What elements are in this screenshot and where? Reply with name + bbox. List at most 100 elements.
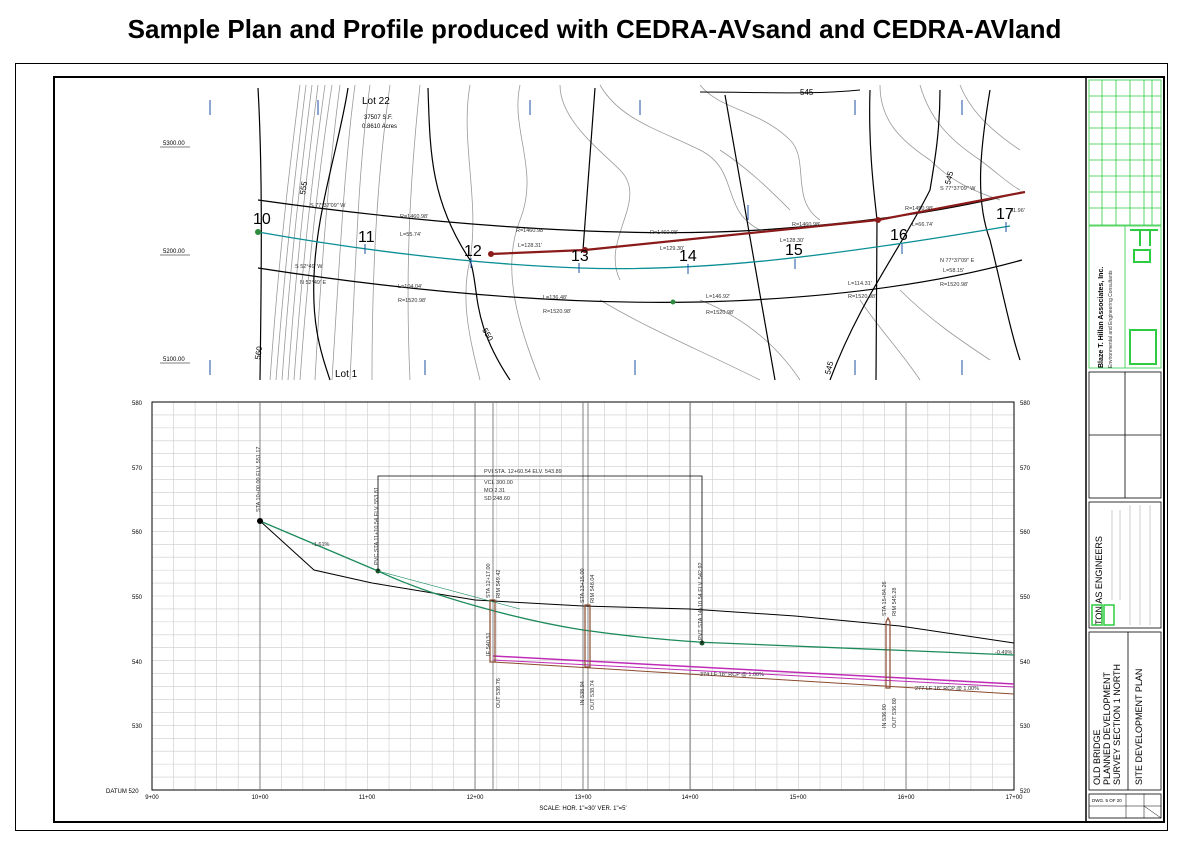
- contour-lines: [269, 84, 1021, 381]
- row-line-north: [257, 191, 1023, 234]
- lot-22-area: 37507 S.F.: [364, 115, 393, 121]
- vlabel-mh1-ie: IE 540.51: [486, 632, 492, 656]
- y-tick-540-right: 540: [1020, 660, 1031, 666]
- y-tick-520-right: 520: [1020, 789, 1031, 795]
- pvi-line-1: PVI STA. 12+60.54 ELV. 543.89: [484, 469, 562, 475]
- proposed-profile-line: [259, 520, 1015, 656]
- station-17: 17: [996, 206, 1014, 223]
- curve-l-8: L=114.31': [848, 281, 872, 287]
- profile-x-labels: 9+00 10+00 11+00 12+00 13+00 14+00 15+00…: [145, 795, 1023, 812]
- y-tick-550-right: 550: [1020, 595, 1031, 601]
- pvi-line-3: MO 2.31: [484, 488, 505, 494]
- sheet-number: DWG. 5 OF 20: [1092, 798, 1122, 803]
- grade-label-1: -1.61%: [312, 542, 330, 548]
- vlabel-mh2-out: OUT 538.74: [590, 680, 596, 710]
- plan-point-green: [670, 299, 676, 305]
- vlabel-mh3-in: IN 536.90: [882, 704, 888, 728]
- y-tick-560-right: 560: [1020, 530, 1031, 536]
- contour-label-555: 555: [298, 180, 309, 195]
- vlabel-mh3-rim: RIM 545.28: [892, 588, 898, 616]
- curve-r-4: R=1460.98': [792, 222, 820, 228]
- proposed-road-point-2: [582, 247, 588, 253]
- vlabel-mh3-sta: STA 15+84.26: [882, 581, 888, 616]
- y-tick-570-right: 570: [1020, 466, 1031, 472]
- station-12: 12: [464, 243, 482, 260]
- y-tick-560-left: 560: [132, 530, 143, 536]
- grade-label-2: -0.49%: [995, 650, 1013, 656]
- existing-ground-line: [259, 520, 1015, 644]
- vlabel-mh1-rim: RIM 549.42: [496, 570, 502, 598]
- station-13: 13: [571, 248, 589, 265]
- curve-r-2: R=1460.98': [516, 228, 544, 234]
- profile-scale-label: SCALE: HOR. 1"=30' VER. 1"=5': [539, 806, 626, 812]
- curve-r-9: R=1520.98': [848, 294, 876, 300]
- engineers-fine-print: [1111, 505, 1151, 625]
- title-block: Blaze T. Hillan Associates, Inc. Environ…: [1088, 79, 1162, 819]
- profile-vertical-labels: STA 10+00.00 ELV. 551.17 PVC STA 11+10.5…: [256, 447, 1013, 729]
- curve-r-6: R=1520.98': [398, 298, 426, 304]
- curve-l-7: L=146.92': [706, 294, 730, 300]
- curve-l-6: L=136.48': [543, 295, 567, 301]
- curve-l-10: L=104.04': [398, 284, 422, 290]
- bearing-1: S 77°37'09" W: [310, 203, 346, 209]
- project-line-3: SURVEY SECTION 1 NORTH: [1112, 664, 1122, 785]
- northing-5100: 5100.00: [163, 357, 185, 363]
- proposed-road: [490, 190, 1026, 256]
- curve-r-10: R=1520.98': [940, 282, 968, 288]
- lot-22-label: Lot 22: [362, 96, 390, 107]
- vlabel-mh3-out: OUT 536.80: [892, 698, 898, 728]
- project-line-1: OLD BRIDGE: [1092, 729, 1102, 785]
- pvi-line-2: VCL 300.00: [484, 480, 513, 486]
- y-tick-540-left: 540: [132, 660, 143, 666]
- pipe-label-1: 374 LF 18" RCP @ 1.00%: [700, 672, 764, 678]
- lot-22-acres: 0.8610 Acres: [362, 124, 397, 130]
- easting-ticks: [209, 100, 963, 375]
- upper-bearing: S 77°37'09" W: [940, 186, 976, 192]
- curve-l-1: L=55.74': [400, 232, 421, 238]
- x-tick-3: 12+00: [467, 795, 485, 801]
- profile-y-labels: 580 570 560 550 540 530 580 570 560 550 …: [106, 401, 1031, 795]
- vlabel-mh2-sta: STA 13+15.00: [580, 568, 586, 603]
- sheet-inner-border: [53, 76, 1165, 823]
- curve-r-5: R=1450.98': [905, 206, 933, 212]
- vlabel-mh1-out: OUT 539.76: [496, 678, 502, 708]
- station-16: 16: [890, 227, 908, 244]
- manhole-1: [489, 599, 496, 663]
- manhole-2: [584, 604, 591, 668]
- x-tick-8: 17+00: [1006, 795, 1024, 801]
- bearing-2: N 77°37'09" E: [940, 258, 975, 264]
- engineers-logo-icon: [1091, 604, 1115, 626]
- profile-start-point: [257, 518, 263, 524]
- northing-5300: 5300.00: [163, 141, 185, 147]
- station-11: 11: [358, 229, 375, 246]
- y-tick-530-left: 530: [132, 724, 143, 730]
- y-tick-570-left: 570: [132, 466, 143, 472]
- profile-grid: [152, 402, 1014, 790]
- revision-grid: [1088, 79, 1162, 226]
- profile-major-grid: [259, 402, 907, 790]
- curve-r-8: R=1520.98': [706, 310, 734, 316]
- pipe-label-2: 277 LF 18" RCP @ 1.00%: [915, 686, 979, 692]
- pvi-annotation: PVI STA. 12+60.54 ELV. 543.89 VCL 300.00…: [484, 469, 562, 502]
- vlabel-start: STA 10+00.00 ELV. 551.17: [256, 447, 262, 513]
- x-tick-6: 15+00: [790, 795, 808, 801]
- firm-subtitle: Environmental and Engineering Consultant…: [1108, 270, 1114, 368]
- bearing-4: N 52°49' E: [300, 280, 327, 286]
- station-14: 14: [679, 248, 697, 265]
- manhole-3: [885, 616, 891, 689]
- upper-dist: 41.96': [1010, 208, 1025, 214]
- curve-l-5: L=66.74': [912, 222, 933, 228]
- firm-name: Blaze T. Hillan Associates, Inc.: [1098, 267, 1105, 368]
- contour-label-560: 560: [253, 345, 264, 360]
- x-tick-2: 11+00: [359, 795, 376, 801]
- x-tick-0: 9+00: [145, 795, 159, 801]
- vlabel-pvc: PVC STA 11+10.54 ELV. 553.81: [374, 487, 380, 565]
- curve-annotations: R=1460.98' L=55.74' R=1460.98' L=128.31'…: [295, 186, 1025, 316]
- row-line-south: [257, 259, 1023, 303]
- storm-pipe-centerline: [492, 659, 1015, 688]
- x-tick-4: 13+00: [575, 795, 593, 801]
- y-tick-580-right: 580: [1020, 401, 1031, 407]
- x-tick-1: 10+00: [252, 795, 270, 801]
- proposed-road-point-1: [488, 251, 494, 257]
- curve-l-2: L=128.31': [518, 243, 542, 249]
